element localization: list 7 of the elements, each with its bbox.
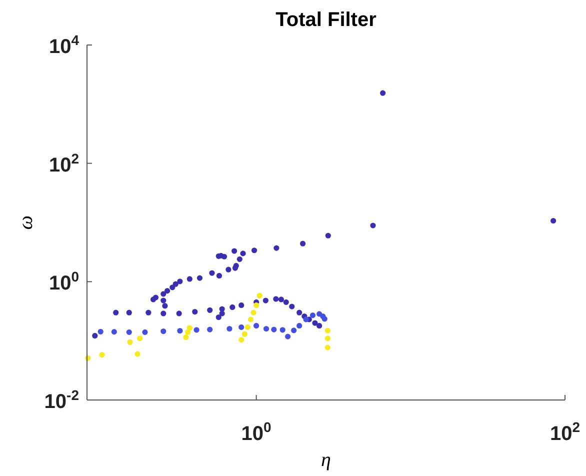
chart-title: Total Filter [276, 9, 377, 31]
y-tick-label: 10$^{2}$ [48, 150, 80, 176]
y-tick-label: 10$^{-2}$ [44, 387, 80, 413]
y-axis-title: ω [15, 215, 37, 230]
y-tick-label: 10$^{0}$ [48, 268, 80, 295]
x-axis-title: η [321, 449, 332, 471]
y-tick-label: 10$^{4}$ [48, 32, 80, 58]
